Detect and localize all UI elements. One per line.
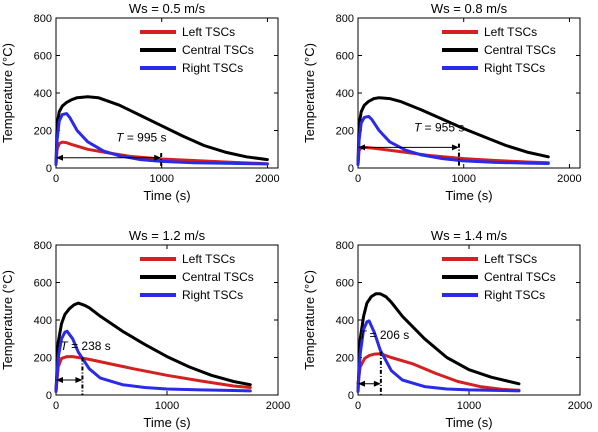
y-tick-label: 200 (34, 353, 52, 365)
arrow-head-right (373, 380, 381, 387)
chart-title: Ws = 0.8 m/s (431, 1, 508, 16)
arrow-head-right (154, 154, 162, 161)
legend-label-right: Right TSCs (182, 61, 243, 75)
x-tick-label: 2000 (255, 173, 279, 185)
legend-label-left: Left TSCs (484, 252, 537, 266)
series-line-central (54, 95, 269, 166)
chart-panel-1: Ws = 0.5 m/s 0 1000 2000 0 200 400 600 800 Time (… (0, 1, 280, 203)
series-line-left (54, 355, 252, 393)
x-tick-label: 0 (355, 173, 361, 185)
legend-label-central: Central TSCs (182, 43, 254, 57)
arrow-head-left (358, 380, 365, 387)
legend-label-right: Right TSCs (484, 61, 545, 75)
y-tick-label: 800 (336, 13, 354, 25)
y-axis-label: Temperature (°C) (0, 43, 15, 143)
y-tick-label: 400 (34, 315, 52, 327)
x-tick-label: 2000 (557, 173, 581, 185)
series-line-right (356, 319, 521, 393)
series-line-central (356, 292, 521, 393)
x-axis-label: Time (s) (143, 415, 190, 430)
y-tick-label: 600 (336, 51, 354, 63)
duration-annotation: T = 206 s (358, 328, 409, 395)
duration-label: T = 955 s (414, 120, 464, 134)
legend-label-left: Left TSCs (182, 252, 235, 266)
y-tick-label: 200 (34, 126, 52, 138)
series-line-central (54, 301, 252, 393)
y-tick-label: 200 (336, 126, 354, 138)
y-tick-label: 800 (336, 240, 354, 252)
plot-frame (357, 17, 581, 169)
y-tick-label: 600 (34, 278, 52, 290)
legend-label-central: Central TSCs (484, 43, 556, 57)
y-tick-label: 800 (34, 240, 52, 252)
legend-label-left: Left TSCs (484, 25, 537, 39)
x-tick-label: 0 (53, 400, 59, 412)
legend-label-right: Right TSCs (182, 288, 243, 302)
series-line-right (54, 329, 252, 393)
y-tick-label: 600 (34, 51, 52, 63)
chart-title: Ws = 1.2 m/s (129, 228, 206, 243)
duration-label: T = 238 s (60, 339, 110, 353)
y-tick-label: 0 (46, 163, 52, 175)
duration-label: T = 995 s (116, 131, 166, 145)
series-line-central (356, 96, 550, 166)
arrow-head-left (56, 377, 63, 383)
legend-label-central: Central TSCs (182, 270, 254, 284)
x-tick-label: 1000 (149, 173, 173, 185)
x-tick-label: 0 (53, 173, 59, 185)
x-axis-label: Time (s) (143, 188, 190, 203)
duration-label: T = 206 s (359, 328, 409, 342)
y-tick-label: 400 (336, 88, 354, 100)
y-axis-label: Temperature (°C) (302, 43, 317, 143)
x-tick-label: 0 (355, 400, 361, 412)
y-tick-label: 400 (34, 88, 52, 100)
y-tick-label: 0 (46, 390, 52, 402)
x-axis-label: Time (s) (445, 188, 492, 203)
y-axis-label: Temperature (°C) (0, 270, 15, 370)
x-tick-label: 1000 (451, 173, 475, 185)
chart-panel-2: Ws = 0.8 m/s 0 1000 2000 0 200 400 600 800 Time (… (302, 1, 582, 203)
chart-title: Ws = 1.4 m/s (431, 228, 508, 243)
series-line-right (54, 112, 269, 166)
y-tick-label: 800 (34, 13, 52, 25)
duration-annotation: T = 238 s (56, 339, 111, 395)
plot-frame (55, 244, 279, 396)
chart-title: Ws = 0.5 m/s (129, 1, 206, 16)
chart-panel-3: Ws = 1.2 m/s 0 1000 2000 0 200 400 600 800 Time (… (0, 228, 290, 430)
duration-annotation: T = 955 s (358, 120, 464, 168)
x-tick-label: 2000 (266, 400, 290, 412)
y-tick-label: 0 (348, 163, 354, 175)
arrow-head-left (56, 154, 63, 161)
x-axis-label: Time (s) (445, 415, 492, 430)
legend-label-right: Right TSCs (484, 288, 545, 302)
x-tick-label: 1000 (457, 400, 481, 412)
plot-frame (55, 17, 279, 169)
legend-label-left: Left TSCs (182, 25, 235, 39)
series-line-left (356, 352, 521, 392)
series-line-right (356, 114, 550, 166)
y-tick-label: 200 (336, 353, 354, 365)
x-tick-label: 1000 (155, 400, 179, 412)
chart-panel-4: Ws = 1.4 m/s 0 1000 2000 0 200 400 600 800 Time (… (302, 228, 592, 430)
legend-label-central: Central TSCs (484, 270, 556, 284)
y-tick-label: 0 (348, 390, 354, 402)
arrow-head-right (451, 144, 459, 151)
arrow-head-left (358, 144, 365, 151)
y-tick-label: 600 (336, 278, 354, 290)
y-axis-label: Temperature (°C) (302, 270, 317, 370)
x-tick-label: 2000 (568, 400, 592, 412)
y-tick-label: 400 (336, 315, 354, 327)
arrow-head-right (75, 377, 83, 383)
duration-annotation: T = 995 s (56, 131, 167, 168)
